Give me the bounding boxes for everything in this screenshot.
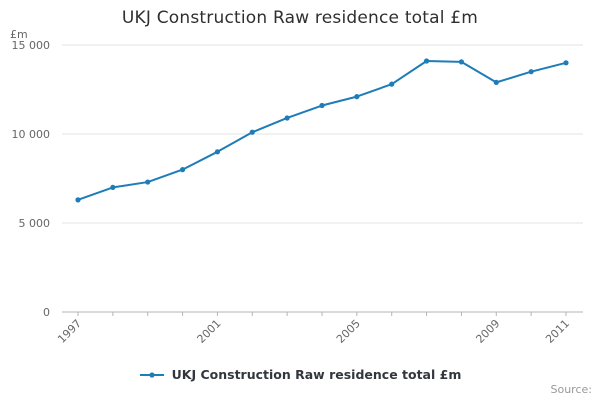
data-point-marker[interactable]	[458, 59, 465, 65]
data-point-marker[interactable]	[75, 197, 81, 203]
data-point-marker[interactable]	[354, 94, 360, 100]
data-point-marker[interactable]	[214, 149, 221, 155]
legend-item[interactable]: UKJ Construction Raw residence total £m	[139, 367, 462, 382]
y-tick-label: 0	[43, 306, 50, 319]
data-point-marker[interactable]	[319, 102, 325, 109]
x-tick-label: 2009	[473, 317, 502, 346]
y-axis-unit-label: £m	[10, 28, 28, 41]
data-point-marker[interactable]	[179, 167, 186, 173]
legend-marker-icon	[139, 371, 164, 378]
x-tick-label: 1997	[55, 317, 84, 346]
series-line	[77, 60, 567, 201]
source-label: Source:	[550, 383, 593, 396]
data-point-marker[interactable]	[145, 179, 151, 185]
x-tick-label: 2001	[195, 317, 224, 346]
y-tick-label: 10 000	[12, 128, 51, 141]
data-point-marker[interactable]	[528, 69, 534, 75]
data-point-marker[interactable]	[110, 184, 116, 190]
y-tick-label: 15 000	[12, 39, 51, 52]
chart-title: UKJ Construction Raw residence total £m	[121, 8, 479, 28]
data-point-marker[interactable]	[563, 60, 569, 66]
data-point-marker[interactable]	[284, 115, 290, 121]
legend: UKJ Construction Raw residence total £m	[0, 367, 600, 382]
data-point-marker[interactable]	[249, 129, 255, 135]
data-point-marker[interactable]	[493, 79, 499, 85]
x-tick-label: 2005	[334, 317, 363, 346]
x-tick-label: 2011	[543, 317, 572, 346]
data-point-marker[interactable]	[423, 58, 430, 64]
legend-label: UKJ Construction Raw residence total £m	[171, 367, 462, 382]
y-tick-label: 5 000	[19, 217, 51, 230]
data-point-marker[interactable]	[389, 81, 395, 87]
